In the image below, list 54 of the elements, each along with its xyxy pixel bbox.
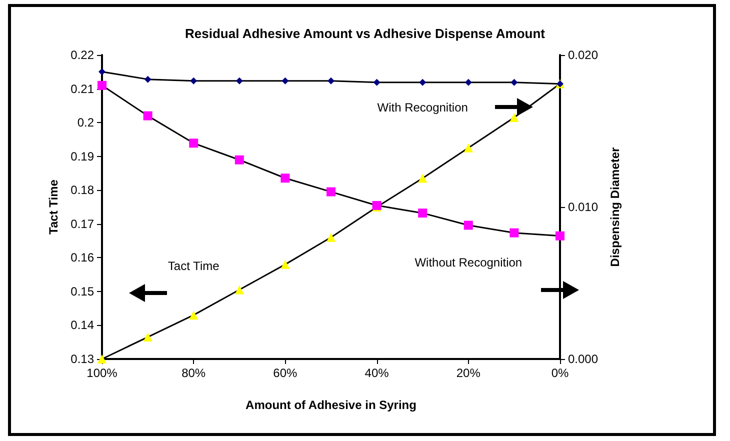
point (328, 77, 334, 84)
point (418, 174, 428, 183)
y-tick-label: 0.17 (70, 216, 94, 231)
point (556, 231, 564, 240)
y2-tick-label: 0.020 (568, 48, 598, 62)
x-tick-label: 0% (551, 366, 569, 380)
y-tick-label: 0.19 (70, 149, 94, 164)
point (282, 77, 289, 84)
y-axis-title: Tact Time (46, 179, 61, 234)
point (189, 138, 198, 148)
point (98, 68, 106, 76)
y-tick-label: 0.21 (70, 82, 94, 96)
y-tick-label: 0.16 (70, 250, 94, 265)
y-tick-label: 0.14 (70, 318, 94, 332)
point (234, 155, 244, 164)
annotation: Tact Time (168, 259, 220, 274)
y-tick-label: 0.13 (70, 352, 94, 366)
point (418, 208, 428, 218)
point (510, 228, 519, 238)
point (464, 78, 472, 86)
x-tick-label: 20% (456, 366, 481, 380)
point (510, 112, 519, 122)
annotation: With Recognition (377, 100, 468, 114)
point (510, 78, 518, 86)
point (464, 143, 473, 152)
point (189, 310, 198, 320)
point (464, 220, 473, 230)
point (234, 285, 244, 294)
point (280, 174, 290, 183)
point (143, 332, 152, 342)
chart-title: Residual Adhesive Amount vs Adhesive Dispense Amount (185, 26, 546, 41)
point (144, 76, 152, 83)
point (373, 78, 380, 86)
x-tick-label: 100% (86, 366, 118, 380)
y-tick-label: 0.18 (70, 183, 94, 198)
y2-tick-label: 0.000 (568, 352, 598, 366)
y-tick-label: 0.15 (70, 284, 94, 298)
point (280, 260, 290, 269)
point (143, 111, 152, 120)
x-tick-label: 80% (182, 366, 206, 380)
x-axis-title: Amount of Adhesive in Syring (246, 398, 416, 412)
point (236, 77, 243, 84)
x-tick-label: 60% (273, 366, 298, 380)
annotation: Without Recognition (414, 256, 522, 270)
point (326, 232, 336, 242)
y-tick-label: 0.22 (70, 48, 94, 62)
y2-axis-title: Dispensing Diameter (608, 146, 622, 267)
x-tick-label: 40% (364, 366, 390, 380)
y2-tick-label: 0.010 (568, 200, 598, 214)
point (190, 77, 198, 84)
y-tick-label: 0.2 (77, 116, 94, 130)
point (419, 78, 426, 86)
point (326, 187, 336, 196)
point (98, 80, 106, 90)
